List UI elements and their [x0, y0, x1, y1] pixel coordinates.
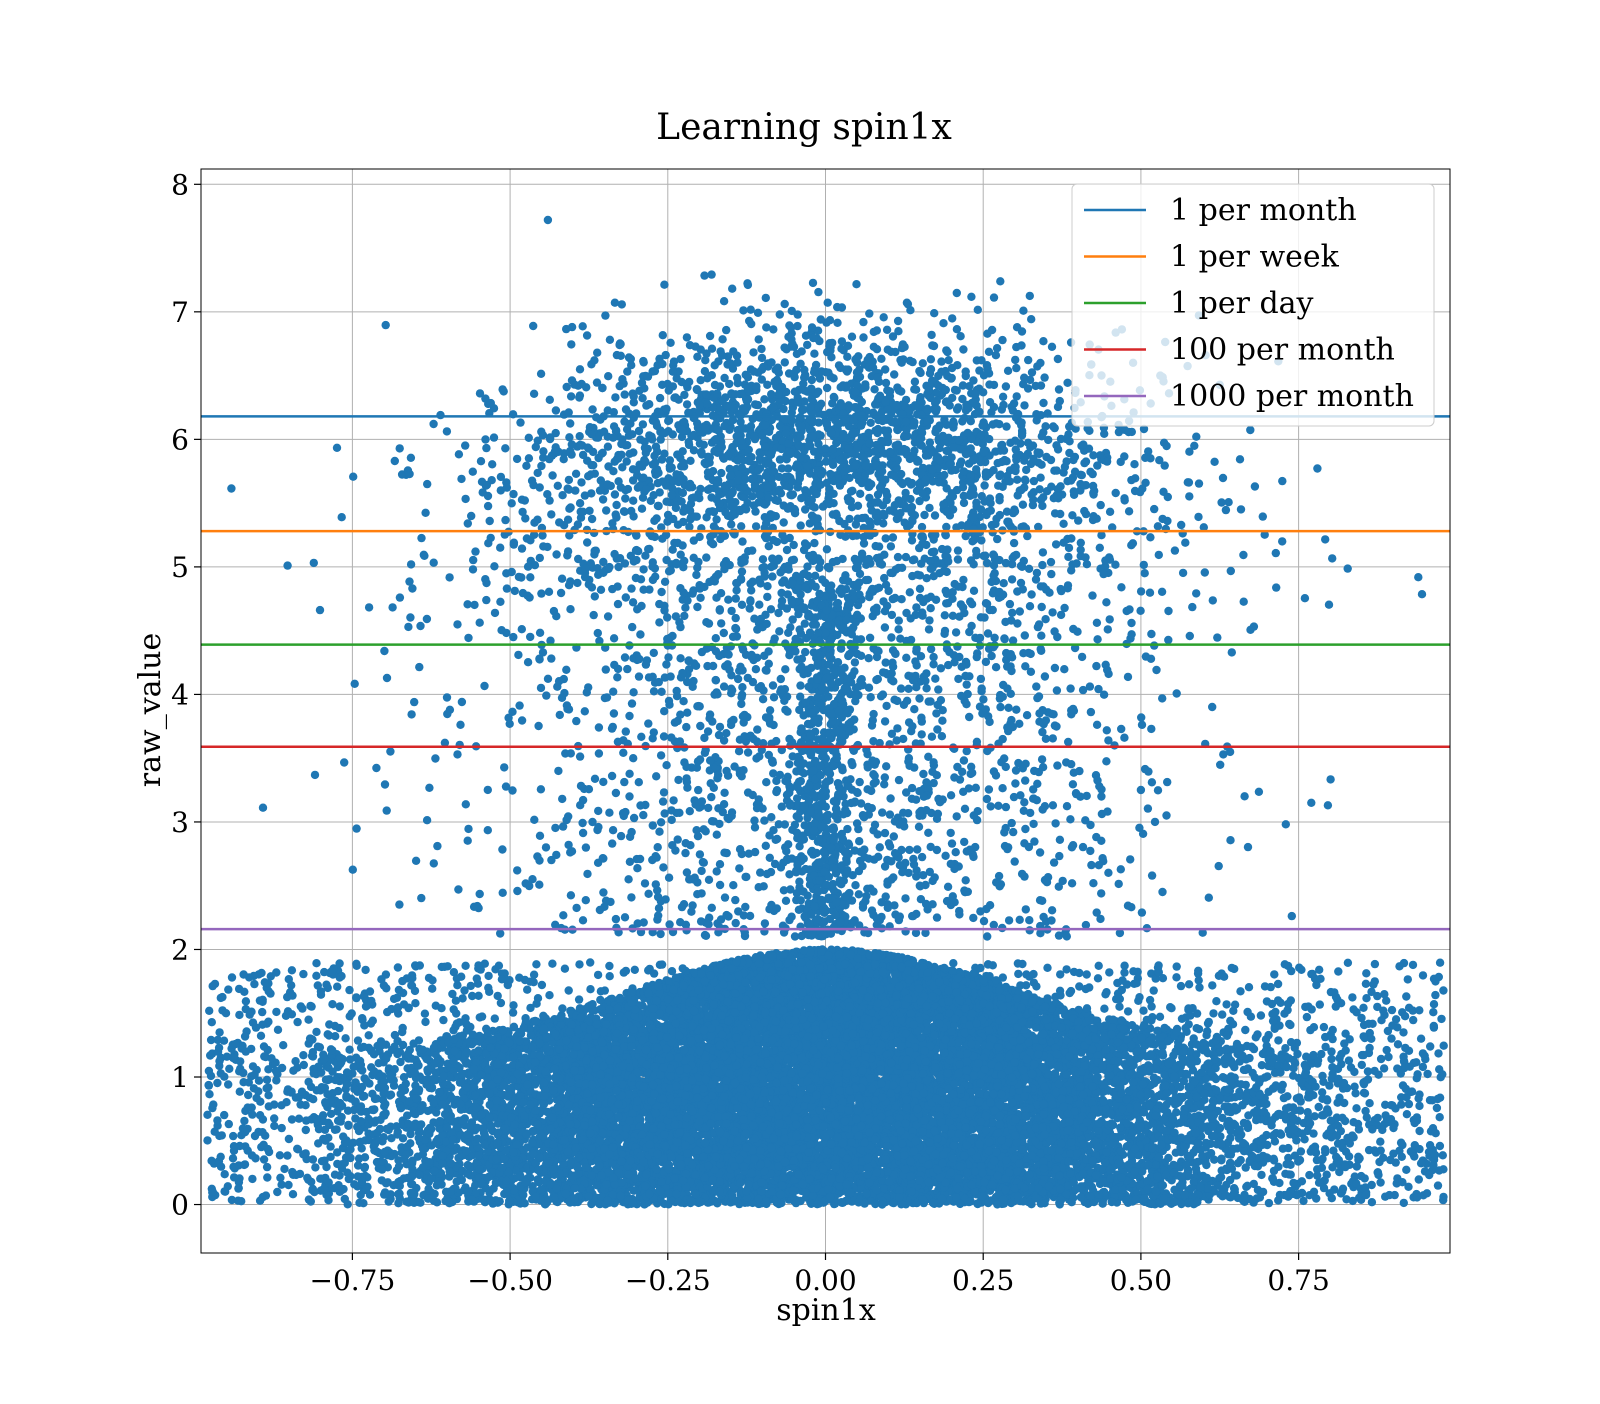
data-point	[1350, 1068, 1358, 1076]
data-point	[248, 1175, 256, 1183]
data-point	[1305, 1171, 1313, 1179]
data-point	[1402, 1166, 1410, 1174]
data-point	[1358, 1061, 1366, 1069]
data-point	[285, 1135, 293, 1143]
data-point	[1365, 1099, 1373, 1107]
